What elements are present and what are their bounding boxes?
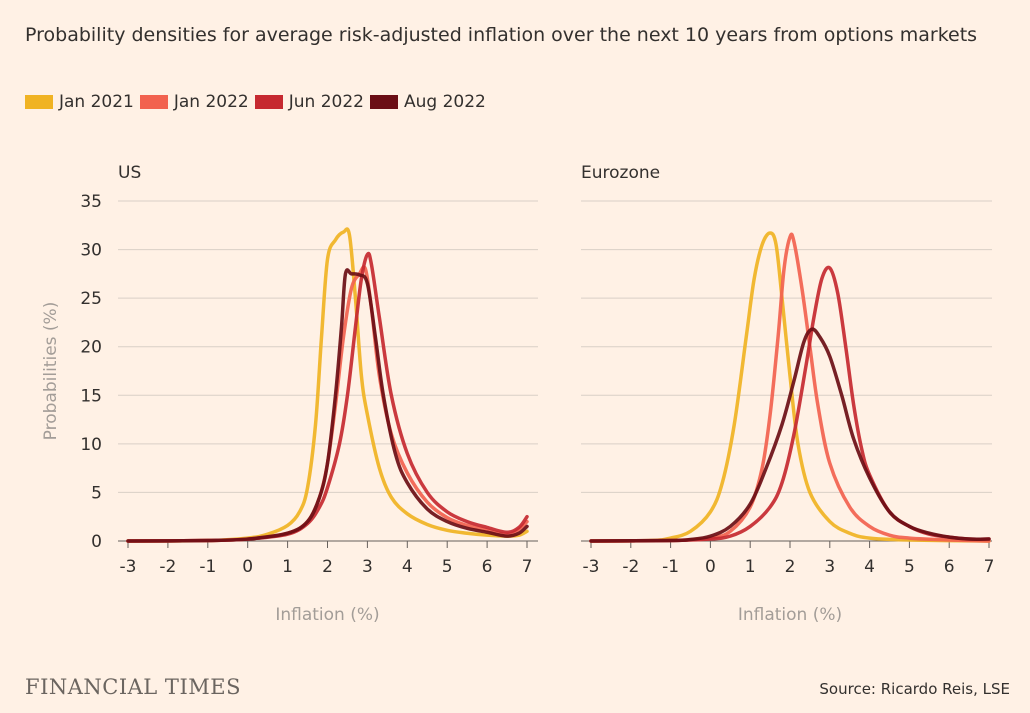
x-tick-label-eurozone: 2 bbox=[785, 557, 796, 577]
series-line-eurozone-jun-2022 bbox=[589, 265, 991, 543]
series-line-eurozone-aug-2022 bbox=[589, 327, 991, 543]
series-line-us-jun-2022 bbox=[126, 251, 529, 543]
x-tick-label-eurozone: 4 bbox=[864, 557, 875, 577]
legend-item-jun-2022: Jun 2022 bbox=[254, 92, 364, 112]
ft-logo: FINANCIAL TIMES bbox=[25, 675, 241, 699]
legend: Jan 2021 Jan 2022 Jun 2022 Aug 2022 bbox=[25, 92, 492, 112]
series-line-us-jan-2021 bbox=[126, 227, 529, 543]
y-tick-label: 20 bbox=[80, 338, 102, 358]
legend-swatch-jan-2022 bbox=[139, 95, 168, 109]
x-axis-label-us: Inflation (%) bbox=[275, 605, 379, 625]
y-tick-label: 15 bbox=[80, 386, 102, 406]
y-tick-label: 30 bbox=[80, 241, 102, 261]
x-tick-label-us: 0 bbox=[242, 557, 253, 577]
series-line-us-aug-2022 bbox=[126, 268, 529, 543]
series-line-eurozone-jan-2022 bbox=[589, 232, 991, 543]
x-tick-label-eurozone: 0 bbox=[705, 557, 716, 577]
source-note: Source: Ricardo Reis, LSE bbox=[819, 680, 1010, 698]
x-tick-label-eurozone: -3 bbox=[583, 557, 600, 577]
x-tick-label-us: 2 bbox=[322, 557, 333, 577]
x-tick-label-us: 6 bbox=[482, 557, 493, 577]
x-tick-label-us: 1 bbox=[282, 557, 293, 577]
legend-label-jun-2022: Jun 2022 bbox=[288, 92, 364, 112]
x-tick-label-us: -1 bbox=[199, 557, 216, 577]
x-axis-label-eurozone: Inflation (%) bbox=[738, 605, 842, 625]
y-tick-label: 10 bbox=[80, 435, 102, 455]
series-line-eurozone-jan-2021 bbox=[589, 231, 991, 543]
y-tick-label: 35 bbox=[80, 192, 102, 212]
x-tick-label-eurozone: 1 bbox=[745, 557, 756, 577]
y-tick-label: 0 bbox=[91, 532, 102, 552]
x-tick-label-eurozone: 5 bbox=[904, 557, 915, 577]
legend-item-aug-2022: Aug 2022 bbox=[369, 92, 486, 112]
legend-item-jan-2022: Jan 2022 bbox=[139, 92, 249, 112]
legend-label-aug-2022: Aug 2022 bbox=[403, 92, 486, 112]
x-tick-label-eurozone: 6 bbox=[944, 557, 955, 577]
chart-title: Probability densities for average risk-a… bbox=[25, 24, 978, 46]
y-tick-label: 5 bbox=[91, 483, 102, 503]
series-line-us-jan-2022 bbox=[126, 265, 529, 543]
x-tick-label-us: 7 bbox=[522, 557, 533, 577]
legend-label-jan-2021: Jan 2021 bbox=[59, 92, 134, 112]
x-tick-label-us: 4 bbox=[402, 557, 413, 577]
panel-title-eurozone: Eurozone bbox=[581, 163, 660, 183]
x-tick-label-eurozone: -2 bbox=[622, 557, 639, 577]
legend-label-jan-2022: Jan 2022 bbox=[173, 92, 249, 112]
legend-swatch-aug-2022 bbox=[369, 95, 398, 109]
x-tick-label-eurozone: -1 bbox=[662, 557, 679, 577]
x-tick-label-us: -3 bbox=[120, 557, 137, 577]
legend-item-jan-2021: Jan 2021 bbox=[25, 92, 134, 112]
y-axis-label: Probabilities (%) bbox=[41, 302, 61, 441]
x-tick-label-eurozone: 7 bbox=[984, 557, 995, 577]
x-tick-label-us: -2 bbox=[159, 557, 176, 577]
panel-title-us: US bbox=[118, 163, 141, 183]
x-tick-label-eurozone: 3 bbox=[824, 557, 835, 577]
y-tick-label: 25 bbox=[80, 289, 102, 309]
legend-swatch-jun-2022 bbox=[254, 95, 283, 109]
legend-swatch-jan-2021 bbox=[25, 95, 53, 109]
x-tick-label-us: 3 bbox=[362, 557, 373, 577]
x-tick-label-us: 5 bbox=[442, 557, 453, 577]
